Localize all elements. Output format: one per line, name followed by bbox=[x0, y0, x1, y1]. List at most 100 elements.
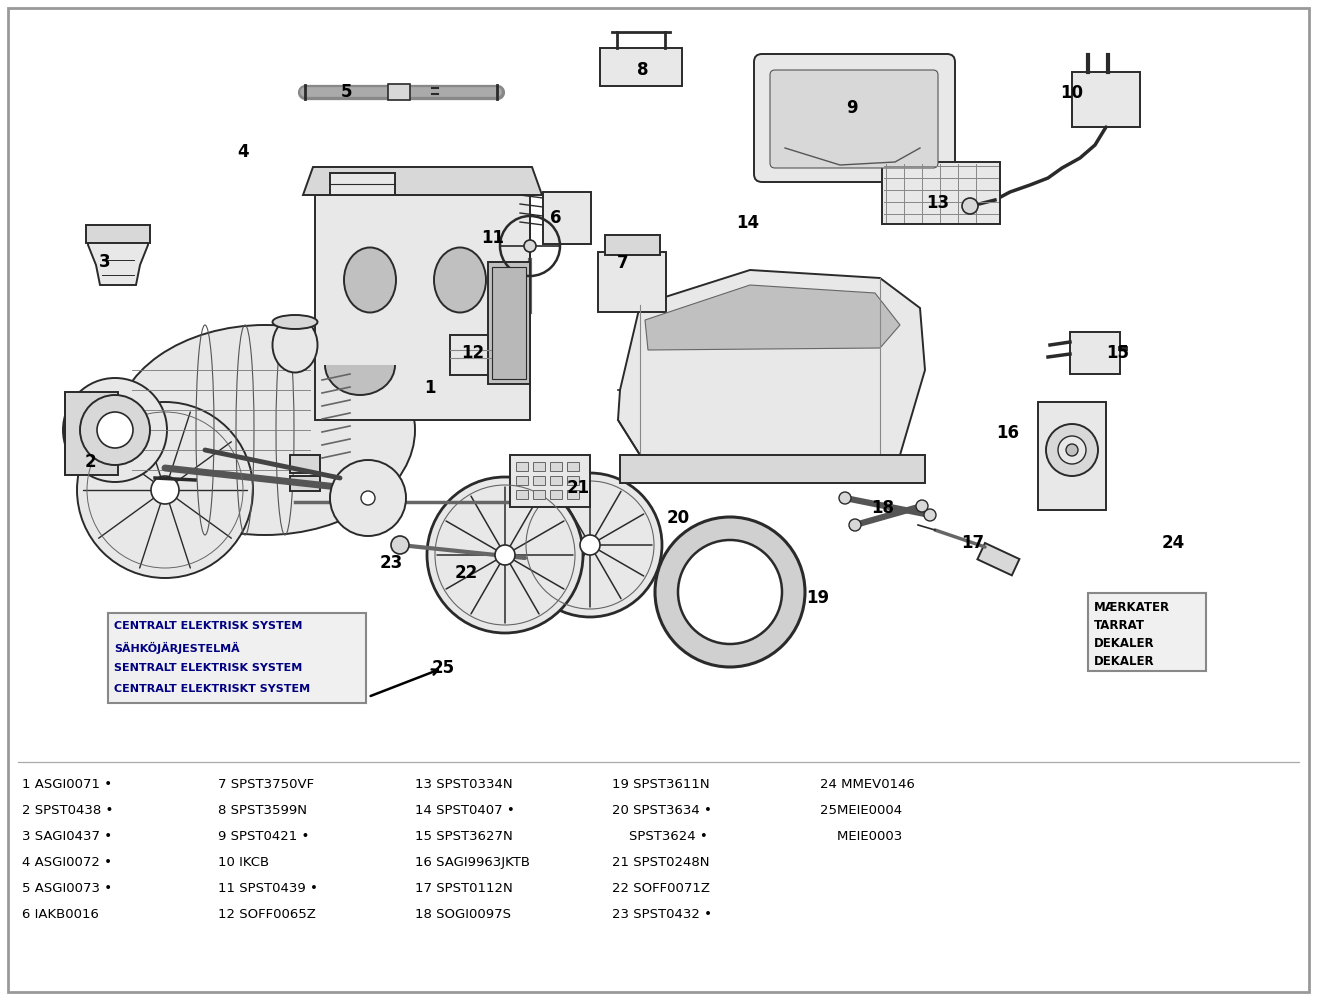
Text: 7: 7 bbox=[618, 254, 628, 272]
Text: 13 SPST0334N: 13 SPST0334N bbox=[415, 778, 512, 791]
Circle shape bbox=[97, 412, 133, 448]
Bar bbox=[568, 490, 579, 499]
Text: 22 SOFF0071Z: 22 SOFF0071Z bbox=[612, 882, 710, 895]
Bar bbox=[489, 262, 529, 384]
Text: 1 ASGI0071 •: 1 ASGI0071 • bbox=[22, 778, 112, 791]
Bar bbox=[598, 252, 666, 312]
Text: 7 SPST3750VF: 7 SPST3750VF bbox=[219, 778, 315, 791]
Text: 17 SPST0112N: 17 SPST0112N bbox=[415, 882, 512, 895]
Text: 10 IKCB: 10 IKCB bbox=[219, 856, 269, 869]
Bar bbox=[331, 173, 395, 195]
Bar bbox=[389, 84, 410, 100]
Bar bbox=[493, 267, 525, 379]
Ellipse shape bbox=[273, 315, 317, 329]
Text: 5: 5 bbox=[341, 83, 353, 101]
Bar bbox=[510, 455, 590, 507]
Text: 24 MMEV0146: 24 MMEV0146 bbox=[820, 778, 915, 791]
Circle shape bbox=[678, 540, 782, 644]
Text: CENTRALT ELEKTRISK SYSTEM: CENTRALT ELEKTRISK SYSTEM bbox=[115, 621, 303, 631]
Text: SENTRALT ELEKTRISK SYSTEM: SENTRALT ELEKTRISK SYSTEM bbox=[115, 663, 302, 673]
Circle shape bbox=[518, 473, 662, 617]
Circle shape bbox=[839, 492, 851, 504]
Circle shape bbox=[917, 500, 928, 512]
Bar bbox=[605, 235, 660, 255]
Text: 5 ASGI0073 •: 5 ASGI0073 • bbox=[22, 882, 112, 895]
Text: 11 SPST0439 •: 11 SPST0439 • bbox=[219, 882, 317, 895]
Text: SÄHKÖJÄRJESTELMÄ: SÄHKÖJÄRJESTELMÄ bbox=[115, 642, 240, 654]
Polygon shape bbox=[645, 285, 900, 350]
Bar bbox=[1069, 332, 1119, 374]
Text: MÆRKATER: MÆRKATER bbox=[1094, 601, 1169, 614]
Text: 23 SPST0432 •: 23 SPST0432 • bbox=[612, 908, 712, 921]
Text: 22: 22 bbox=[454, 564, 478, 582]
Circle shape bbox=[1065, 444, 1079, 456]
FancyBboxPatch shape bbox=[1088, 593, 1206, 671]
Polygon shape bbox=[65, 392, 119, 475]
Circle shape bbox=[361, 491, 375, 505]
Circle shape bbox=[655, 517, 805, 667]
Text: 4: 4 bbox=[237, 143, 249, 161]
Text: 19: 19 bbox=[806, 589, 830, 607]
Bar bbox=[533, 490, 545, 499]
Bar bbox=[290, 476, 320, 491]
Polygon shape bbox=[88, 230, 148, 285]
Bar bbox=[620, 455, 925, 483]
Bar bbox=[516, 490, 528, 499]
Text: 23: 23 bbox=[379, 554, 403, 572]
Text: CENTRALT ELEKTRISKT SYSTEM: CENTRALT ELEKTRISKT SYSTEM bbox=[115, 684, 309, 694]
Circle shape bbox=[427, 477, 583, 633]
Circle shape bbox=[849, 519, 861, 531]
Text: 8 SPST3599N: 8 SPST3599N bbox=[219, 804, 307, 817]
Ellipse shape bbox=[273, 318, 317, 372]
Bar bbox=[551, 462, 562, 471]
Text: 13: 13 bbox=[926, 194, 950, 212]
Ellipse shape bbox=[325, 335, 395, 395]
Text: 25: 25 bbox=[432, 659, 454, 677]
Circle shape bbox=[495, 545, 515, 565]
Circle shape bbox=[76, 402, 253, 578]
Circle shape bbox=[151, 476, 179, 504]
Text: 9: 9 bbox=[847, 99, 857, 117]
Bar bbox=[533, 462, 545, 471]
Text: MEIE0003: MEIE0003 bbox=[820, 830, 902, 843]
FancyBboxPatch shape bbox=[755, 54, 955, 182]
Bar bbox=[533, 476, 545, 485]
Bar bbox=[1038, 402, 1106, 510]
Circle shape bbox=[63, 378, 167, 482]
Ellipse shape bbox=[344, 247, 396, 312]
Bar bbox=[601, 48, 682, 86]
Text: 6: 6 bbox=[551, 209, 562, 227]
Text: 15: 15 bbox=[1106, 344, 1130, 362]
Bar bbox=[290, 455, 320, 473]
Text: DEKALER: DEKALER bbox=[1094, 655, 1155, 668]
Text: 15 SPST3627N: 15 SPST3627N bbox=[415, 830, 512, 843]
Polygon shape bbox=[303, 167, 543, 195]
Text: 9 SPST0421 •: 9 SPST0421 • bbox=[219, 830, 309, 843]
Bar bbox=[551, 476, 562, 485]
Text: 21: 21 bbox=[566, 479, 590, 497]
Text: 8: 8 bbox=[637, 61, 649, 79]
Bar bbox=[551, 490, 562, 499]
Text: DEKALER: DEKALER bbox=[1094, 637, 1155, 650]
FancyBboxPatch shape bbox=[770, 70, 938, 168]
Text: 12 SOFF0065Z: 12 SOFF0065Z bbox=[219, 908, 316, 921]
Text: 2 SPST0438 •: 2 SPST0438 • bbox=[22, 804, 113, 817]
Bar bbox=[315, 195, 529, 420]
Text: 10: 10 bbox=[1060, 84, 1084, 102]
Text: 14: 14 bbox=[736, 214, 760, 232]
Text: 3 SAGI0437 •: 3 SAGI0437 • bbox=[22, 830, 112, 843]
Circle shape bbox=[331, 460, 406, 536]
Text: 11: 11 bbox=[482, 229, 504, 247]
Text: 19 SPST3611N: 19 SPST3611N bbox=[612, 778, 710, 791]
Circle shape bbox=[925, 509, 936, 521]
Text: 14 SPST0407 •: 14 SPST0407 • bbox=[415, 804, 515, 817]
Circle shape bbox=[391, 536, 410, 554]
Text: 12: 12 bbox=[461, 344, 485, 362]
Circle shape bbox=[961, 198, 979, 214]
Text: 4 ASGI0072 •: 4 ASGI0072 • bbox=[22, 856, 112, 869]
Text: 6 IAKB0016: 6 IAKB0016 bbox=[22, 908, 99, 921]
Ellipse shape bbox=[115, 325, 415, 535]
Text: SPST3624 •: SPST3624 • bbox=[612, 830, 707, 843]
Text: 18 SOGI0097S: 18 SOGI0097S bbox=[415, 908, 511, 921]
Text: 21 SPST0248N: 21 SPST0248N bbox=[612, 856, 710, 869]
